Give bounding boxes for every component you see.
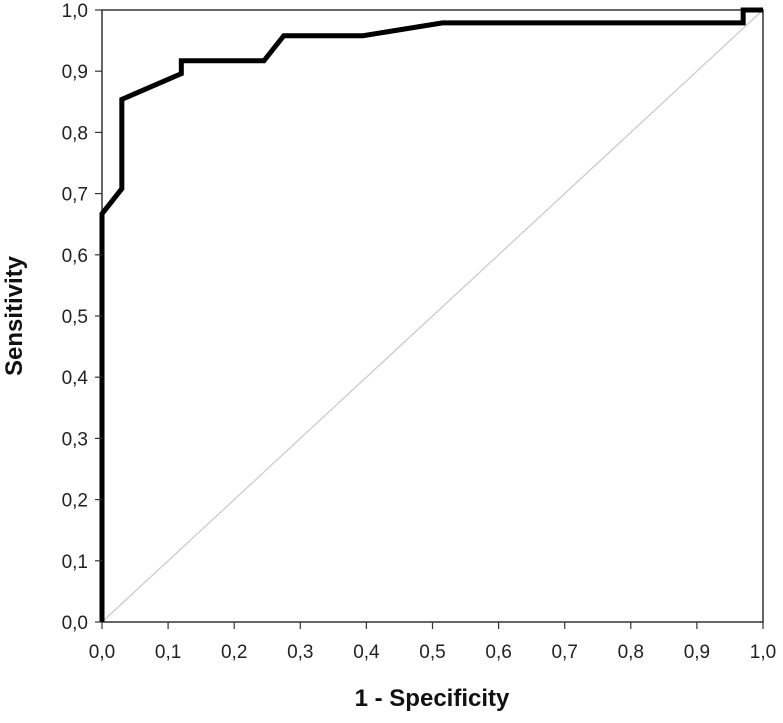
- x-tick-label: 0,3: [287, 642, 313, 663]
- y-tick-label: 0,0: [62, 613, 88, 634]
- roc-curve-line: [99, 7, 763, 622]
- x-tick-label: 0,1: [155, 642, 181, 663]
- x-tick-label: 0,5: [419, 642, 445, 663]
- x-tick-label: 0,2: [221, 642, 247, 663]
- y-tick-label: 0,8: [62, 123, 88, 144]
- x-tick-label: 0,4: [353, 642, 380, 663]
- y-tick-label: 0,6: [62, 246, 88, 267]
- y-tick-label: 0,9: [62, 62, 88, 83]
- x-axis: 0,0 0,1 0,2 0,3 0,4 0,5 0,6 0,7 0,8 0,9 1,0: [89, 622, 776, 663]
- y-tick-label: 0,4: [62, 368, 89, 389]
- reference-line-layer: [101, 9, 764, 623]
- x-axis-title: 1 - Specificity: [355, 685, 510, 712]
- y-tick-label: 1,0: [62, 1, 88, 22]
- y-axis-title: Sensitivity: [1, 255, 28, 376]
- y-tick-label: 0,3: [62, 429, 88, 450]
- x-tick-label: 1,0: [750, 642, 776, 663]
- roc-curve-layer: [99, 7, 763, 622]
- y-tick-label: 0,5: [62, 307, 88, 328]
- y-axis: 0,0 0,1 0,2 0,3 0,4 0,5 0,6 0,7 0,8 0,9 1,0: [62, 1, 102, 634]
- y-tick-label: 0,7: [62, 185, 88, 206]
- y-tick-label: 0,2: [62, 491, 88, 512]
- y-tick-label: 0,1: [62, 552, 88, 573]
- x-tick-label: 0,0: [89, 642, 115, 663]
- x-tick-label: 0,6: [485, 642, 511, 663]
- x-tick-label: 0,8: [618, 642, 644, 663]
- x-tick-label: 0,9: [684, 642, 710, 663]
- reference-diagonal-line: [101, 9, 764, 623]
- x-tick-label: 0,7: [551, 642, 577, 663]
